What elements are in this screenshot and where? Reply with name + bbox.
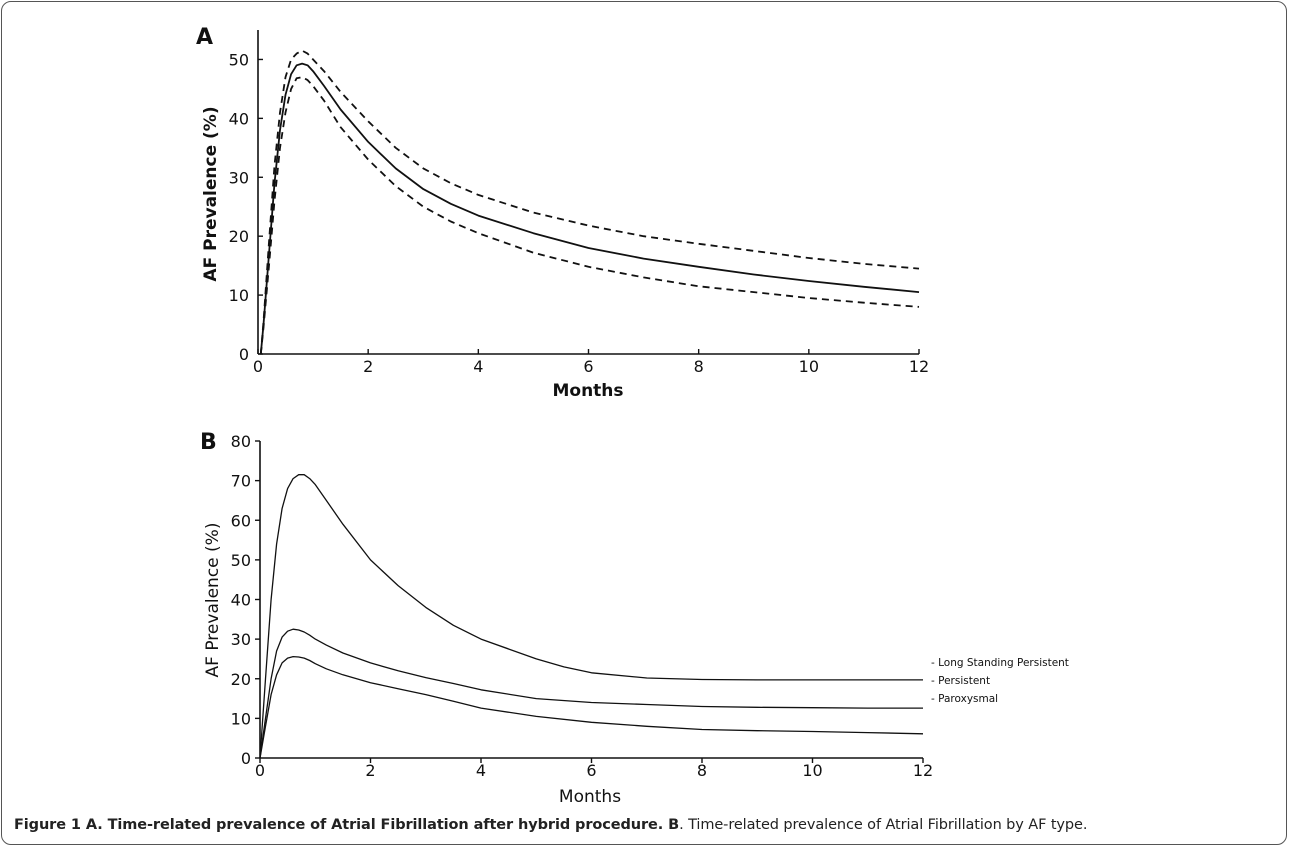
legend-label-paroxysmal: - Paroxysmal bbox=[931, 693, 998, 705]
panel-b-x-tick-label: 2 bbox=[365, 761, 375, 780]
panel-a-y-tick-label: 0 bbox=[239, 345, 249, 364]
panel-a-y-tick-label: 30 bbox=[229, 168, 249, 187]
panel-a-dashed-line-1 bbox=[259, 49, 920, 355]
panel-a-solid-line-0 bbox=[259, 62, 920, 355]
caption-regular-part: . Time-related prevalence of Atrial Fibr… bbox=[679, 817, 1088, 833]
panel-a-x-tick-label: 8 bbox=[694, 357, 704, 376]
panel-b-chart: B AF Prevalence (%) Months 0 2 4 6 8 10 12 0 10 2… bbox=[200, 430, 1069, 807]
panel-b-x-tick-label: 6 bbox=[586, 761, 596, 780]
panel-b-y-tick-label: 10 bbox=[231, 709, 251, 728]
panel-a-x-tick-label: 6 bbox=[583, 357, 593, 376]
panel-a-chart: A AF Prevalence (%) Months 0 2 4 6 8 10 12 0 10 2… bbox=[196, 25, 929, 401]
panel-b-x-tick-label: 12 bbox=[913, 761, 933, 780]
panel-b-y-tick-label: 30 bbox=[231, 630, 251, 649]
panel-a-x-tick-label: 10 bbox=[799, 357, 819, 376]
panel-b-y-tick-label: 70 bbox=[231, 472, 251, 491]
panel-a-x-axis-label: Months bbox=[552, 381, 623, 401]
panel-b-x-tick-label: 4 bbox=[476, 761, 486, 780]
panel-b-x-tick-label: 8 bbox=[697, 761, 707, 780]
panel-a-y-tick-label: 10 bbox=[229, 286, 249, 305]
panel-a-y-axis-label: AF Prevalence (%) bbox=[201, 106, 221, 281]
series-line-long-standing-persistent bbox=[259, 474, 923, 759]
panel-b-y-tick-label: 40 bbox=[231, 591, 251, 610]
panel-a-y-tick-label: 20 bbox=[229, 227, 249, 246]
panel-b-y-tick-label: 60 bbox=[231, 511, 251, 530]
panel-b-x-axis-label: Months bbox=[559, 787, 621, 807]
panel-b-y-tick-label: 80 bbox=[231, 432, 251, 451]
figure-caption: Figure 1 A. Time-related prevalence of A… bbox=[14, 817, 1276, 833]
panel-a-x-tick-label: 2 bbox=[363, 357, 373, 376]
panel-b-x-tick-label: 10 bbox=[802, 761, 822, 780]
panel-a-y-tick-label: 50 bbox=[229, 50, 249, 69]
panel-b-y-tick-label: 50 bbox=[231, 551, 251, 570]
panel-b-y-tick-label: 20 bbox=[231, 670, 251, 689]
panel-b-y-axis-label: AF Prevalence (%) bbox=[203, 523, 223, 678]
panel-a-label: A bbox=[196, 25, 213, 50]
panel-a-x-tick-label: 0 bbox=[253, 357, 263, 376]
series-line-paroxysmal bbox=[259, 655, 924, 759]
panel-b-y-tick-label: 0 bbox=[241, 749, 251, 768]
caption-bold-part: Figure 1 A. Time-related prevalence of A… bbox=[14, 817, 680, 833]
legend-label-persistent: - Persistent bbox=[931, 675, 990, 687]
panel-b-x-tick-label: 0 bbox=[255, 761, 265, 780]
panel-a-y-tick-label: 40 bbox=[229, 109, 249, 128]
panel-a-x-tick-label: 4 bbox=[473, 357, 483, 376]
series-line-persistent bbox=[259, 628, 923, 759]
panel-a-dashed-line-2 bbox=[259, 76, 920, 355]
legend-label-long-standing-persistent: - Long Standing Persistent bbox=[931, 657, 1069, 669]
panel-b-label: B bbox=[200, 430, 217, 455]
panel-a-x-tick-label: 12 bbox=[909, 357, 929, 376]
